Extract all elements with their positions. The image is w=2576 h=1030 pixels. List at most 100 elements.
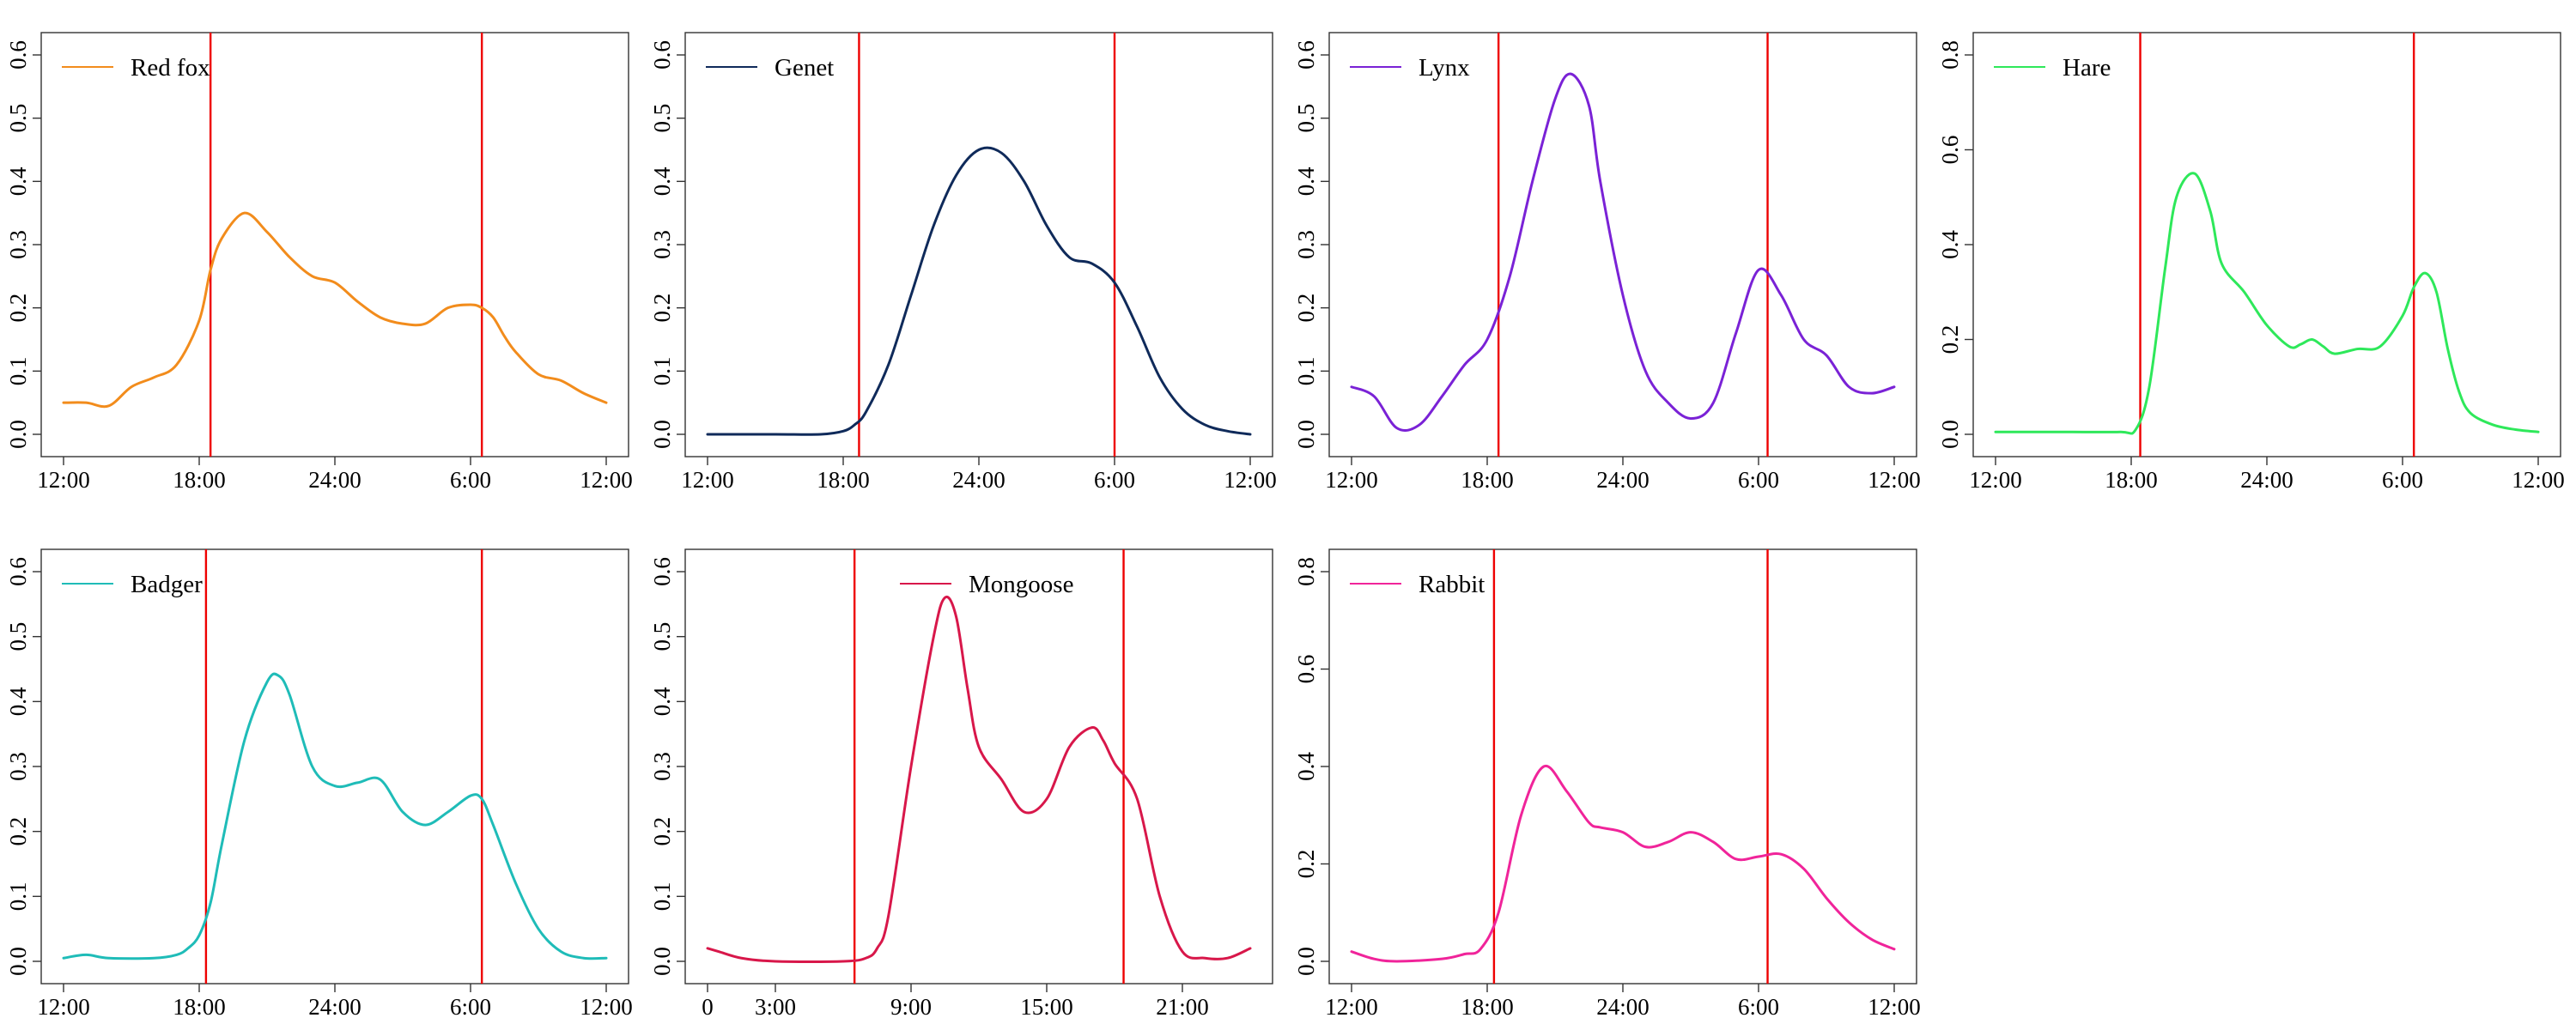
y-tick-label: 0.5 [1293, 104, 1319, 133]
x-tick-label: 12:00 [1224, 467, 1277, 493]
x-tick-label: 18:00 [817, 467, 870, 493]
x-tick-label: 24:00 [952, 467, 1005, 493]
panel-5: 0 3:00 9:00 15:00 21:00 0.0 0.1 0.2 0.3 0.4 0.5 0.6… [649, 548, 1273, 1020]
y-tick-label: 0.1 [1293, 356, 1319, 385]
y-tick-label: 0.6 [1293, 655, 1319, 684]
y-tick-label: 0.0 [649, 947, 675, 976]
x-tick-label: 6:00 [450, 994, 491, 1020]
y-tick-label: 0.2 [5, 817, 31, 846]
x-tick-label: 6:00 [1094, 467, 1135, 493]
x-tick-label: 18:00 [1461, 994, 1514, 1020]
legend-label: Lynx [1419, 54, 1470, 82]
legend-label: Red fox [131, 54, 210, 82]
y-tick-label: 0.6 [649, 40, 675, 70]
x-tick-label: 6:00 [2382, 467, 2423, 493]
y-tick-label: 0.1 [649, 882, 675, 911]
x-tick-label: 12:00 [1868, 994, 1921, 1020]
panel-frame [40, 32, 629, 457]
y-tick-label: 0.4 [1937, 230, 1963, 259]
x-tick-label: 3:00 [755, 994, 796, 1020]
y-tick-label: 0.3 [649, 230, 675, 259]
y-tick-label: 0.5 [649, 104, 675, 133]
panel-6: 12:00 18:00 24:00 6:00 12:000.00.20.40.60.8 R… [1293, 548, 1921, 1020]
y-tick-label: 0.2 [5, 294, 31, 323]
series-line [1350, 764, 1896, 963]
panel-frame [684, 548, 1273, 985]
y-tick-label: 0.6 [5, 557, 31, 586]
y-tick-label: 0.6 [649, 557, 675, 586]
panel-2: 12:00 18:00 24:00 6:00 12:000.00.10.20.30.40… [1293, 32, 1921, 493]
panel-frame [1972, 32, 2561, 457]
x-tick-label: 15:00 [1020, 994, 1073, 1020]
y-tick-label: 0.3 [5, 752, 31, 781]
x-tick-label: 12:00 [681, 467, 734, 493]
x-tick-label: 21:00 [1156, 994, 1209, 1020]
legend-label: Rabbit [1419, 571, 1485, 598]
y-tick-label: 0.5 [5, 104, 31, 133]
x-tick-label: 6:00 [1738, 467, 1779, 493]
legend-label: Hare [2063, 54, 2111, 82]
y-tick-label: 0.1 [5, 356, 31, 385]
legend-label: Genet [775, 54, 834, 82]
x-tick-label: 24:00 [308, 467, 361, 493]
x-tick-label: 12:00 [1325, 994, 1378, 1020]
x-tick-label: 12:00 [37, 994, 90, 1020]
y-tick-label: 0.2 [649, 294, 675, 323]
x-tick-label: 12:00 [580, 994, 633, 1020]
y-tick-label: 0.4 [1293, 167, 1319, 196]
x-tick-label: 12:00 [580, 467, 633, 493]
y-tick-label: 0.0 [649, 420, 675, 449]
y-tick-label: 0.6 [5, 40, 31, 70]
y-tick-label: 0.4 [5, 687, 31, 716]
panel-3: 12:00 18:00 24:00 6:00 12:000.00.20.40.60.8 H… [1937, 32, 2565, 493]
y-tick-label: 0.0 [1937, 420, 1963, 449]
y-tick-label: 0.4 [5, 167, 31, 196]
y-tick-label: 0.0 [1293, 420, 1319, 449]
x-tick-label: 18:00 [2105, 467, 2158, 493]
x-tick-label: 6:00 [1738, 994, 1779, 1020]
x-tick-label: 18:00 [1461, 467, 1514, 493]
x-tick-label: 24:00 [2240, 467, 2293, 493]
panel-frame [1328, 32, 1917, 457]
y-tick-label: 0.3 [5, 230, 31, 259]
panel-0: 12:00 18:00 24:00 6:00 12:000.00.10.20.30.40… [5, 32, 633, 493]
y-tick-label: 0.4 [1293, 752, 1319, 781]
series-line [62, 211, 608, 409]
x-tick-label: 9:00 [890, 994, 932, 1020]
y-tick-label: 0.8 [1937, 40, 1963, 70]
y-tick-label: 0.0 [1293, 947, 1319, 976]
x-tick-label: 24:00 [1596, 994, 1649, 1020]
series-line [1994, 172, 2540, 435]
y-tick-label: 0.6 [1937, 136, 1963, 165]
y-tick-label: 0.2 [1293, 294, 1319, 323]
x-tick-label: 12:00 [37, 467, 90, 493]
y-tick-label: 0.1 [649, 356, 675, 385]
y-tick-label: 0.6 [1293, 40, 1319, 70]
legend-label: Badger [131, 571, 203, 598]
y-tick-label: 0.3 [649, 752, 675, 781]
y-tick-label: 0.8 [1293, 557, 1319, 586]
y-tick-label: 0.3 [1293, 230, 1319, 259]
x-tick-label: 12:00 [1969, 467, 2022, 493]
y-tick-label: 0.5 [649, 622, 675, 651]
y-tick-label: 0.1 [5, 882, 31, 911]
series-line [706, 595, 1252, 963]
x-tick-label: 18:00 [173, 467, 226, 493]
y-tick-label: 0.0 [5, 420, 31, 449]
y-tick-label: 0.4 [649, 167, 675, 196]
x-tick-label: 18:00 [173, 994, 226, 1020]
panel-1: 12:00 18:00 24:00 6:00 12:000.00.10.20.30.40… [649, 32, 1277, 493]
series-line [706, 146, 1252, 436]
y-tick-label: 0.0 [5, 947, 31, 976]
panel-frame [684, 32, 1273, 457]
x-tick-label: 12:00 [1868, 467, 1921, 493]
x-tick-label: 12:00 [1325, 467, 1378, 493]
panel-4: 12:00 18:00 24:00 6:00 12:000.00.10.20.30.40… [5, 548, 633, 1020]
series-line [1350, 72, 1896, 433]
legend-label: Mongoose [969, 571, 1073, 598]
x-tick-label: 24:00 [308, 994, 361, 1020]
series-line [62, 672, 608, 960]
y-tick-label: 0.2 [649, 817, 675, 846]
y-tick-label: 0.4 [649, 687, 675, 716]
